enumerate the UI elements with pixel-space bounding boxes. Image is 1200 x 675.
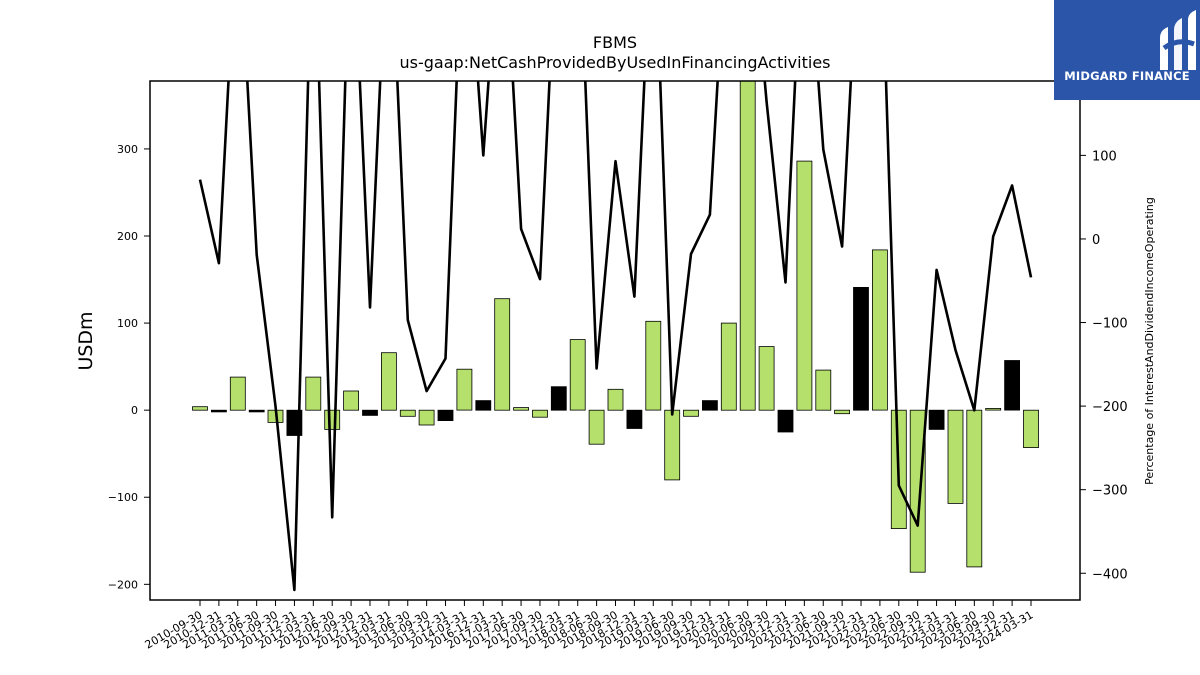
y-tick-label: 200 <box>117 230 138 243</box>
bar-2017-09-30 <box>532 409 548 418</box>
y2-tick-label: 100 <box>1092 149 1117 164</box>
y-tick-label: −100 <box>108 491 138 504</box>
bar-2021-03-31 <box>796 160 813 411</box>
bar-2010-09-30 <box>192 406 208 411</box>
bar-2020-12-31 <box>777 409 794 433</box>
bar-2012-06-30 <box>324 409 341 430</box>
logo-mark-icon <box>1160 10 1196 70</box>
y2-axis-label: Percentage of InterestAndDividendIncomeO… <box>1143 197 1156 485</box>
y2-tick-label: −400 <box>1092 567 1128 582</box>
y2-tick-label: 0 <box>1092 233 1100 248</box>
bar-2013-06-30 <box>399 409 416 417</box>
bar-2020-06-30 <box>739 81 756 411</box>
y2-tick-label: −100 <box>1092 317 1128 332</box>
bar-2022-03-31 <box>872 249 888 411</box>
bar-2014-03-31 <box>456 368 473 411</box>
chart-title: FBMS <box>593 33 637 52</box>
bar-2018-06-30 <box>588 409 605 445</box>
bar-2013-09-30 <box>418 409 435 426</box>
bar-2024-03-31 <box>1023 409 1039 449</box>
bar-2020-03-31 <box>720 322 737 411</box>
bar-2021-12-31 <box>853 286 869 411</box>
bar-2023-12-31 <box>1004 360 1020 411</box>
chart-subtitle: us-gaap:NetCashProvidedByUsedInFinancing… <box>399 53 830 72</box>
bar-2023-06-30 <box>966 409 983 568</box>
line-series <box>198 81 1033 592</box>
bar-2018-12-31 <box>626 409 643 429</box>
bar-2019-06-30 <box>664 409 681 481</box>
bar-2013-03-31 <box>380 352 397 411</box>
bar-2022-09-30 <box>909 409 926 573</box>
bar-2017-03-31 <box>494 298 511 411</box>
y2-tick-label: −200 <box>1092 400 1128 415</box>
bar-2022-12-31 <box>928 409 945 430</box>
bar-2019-09-30 <box>683 409 699 417</box>
bar-2017-12-31 <box>550 386 567 411</box>
bar-2010-12-31 <box>210 409 227 413</box>
bar-2013-12-31 <box>437 409 454 422</box>
bar-2019-12-31 <box>702 400 718 411</box>
bar-2020-09-30 <box>758 346 775 411</box>
bar-2012-03-31 <box>305 376 322 411</box>
bar-2023-03-31 <box>947 409 964 504</box>
plot-marks <box>192 81 1039 592</box>
brand-logo: MIDGARD FINANCE <box>1054 0 1200 100</box>
bar-2012-09-30 <box>343 390 360 411</box>
bar-2021-09-30 <box>834 409 850 415</box>
bar-2012-12-31 <box>362 409 378 416</box>
bar-2017-06-30 <box>513 407 529 411</box>
y-axis-label: USDm <box>75 311 97 370</box>
bar-2023-09-30 <box>985 407 1002 411</box>
bar-2011-03-31 <box>229 376 246 411</box>
plot-area: −200−1000100200300−400−300−200−100010020… <box>108 81 1128 652</box>
bar-2018-03-31 <box>569 339 586 411</box>
bar-2018-09-30 <box>607 388 624 411</box>
plot-frame <box>149 80 1081 601</box>
y-tick-label: 100 <box>117 317 138 330</box>
y-tick-label: 300 <box>117 143 138 156</box>
y-tick-label: 0 <box>131 404 138 417</box>
bar-2021-06-30 <box>815 369 832 411</box>
y2-tick-label: −300 <box>1092 484 1128 499</box>
bar-2019-03-31 <box>645 320 662 411</box>
bar-2016-12-31 <box>475 400 492 411</box>
y-tick-label: −200 <box>108 578 138 591</box>
brand-name: MIDGARD FINANCE <box>1064 69 1190 83</box>
bar-2011-06-30 <box>248 409 265 413</box>
